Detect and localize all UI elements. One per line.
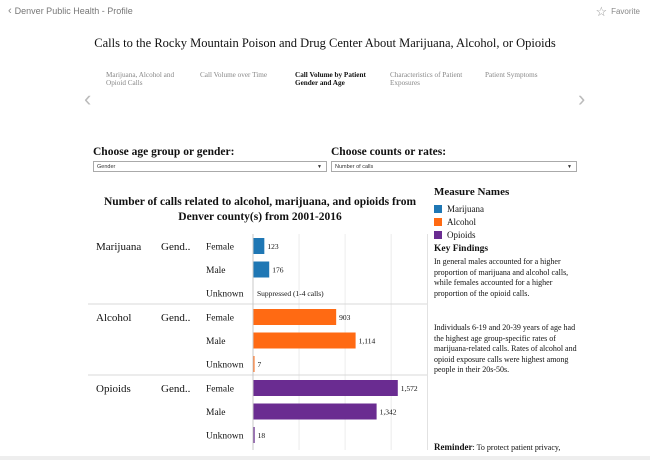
back-link[interactable]: ‹ Denver Public Health - Profile [8,5,133,17]
reminder-note: Reminder: To protect patient privacy, [434,442,560,452]
bar [253,403,377,420]
category-label: Female [206,243,234,253]
bar-value-label: 18 [258,431,266,440]
bar-value-label: 1,572 [401,384,418,393]
chevron-left-icon: ‹ [8,5,12,17]
category-label: Female [206,385,234,395]
category-label: Male [206,266,226,276]
legend-label: Alcohol [447,217,476,227]
tab-call-volume-time[interactable]: Call Volume over Time [200,71,268,79]
bar-chart: Marijuana Gend.. Female 123 Male 176 Unknown Su… [88,234,428,450]
bar [253,427,255,443]
star-icon: ☆ [595,4,608,19]
bar [253,356,255,372]
reminder-text: : To protect patient privacy, [472,443,561,452]
bar [253,238,265,254]
tab-overview[interactable]: Marijuana, Alcohol and Opioid Calls [106,71,175,87]
tab-exposures[interactable]: Characteristics of Patient Exposures [390,71,463,87]
dimension-label: Gend.. [161,312,191,324]
legend-swatch-alcohol [434,218,442,226]
bar-value-label: 1,342 [380,408,397,417]
prev-story-arrow[interactable]: ‹ [84,86,92,111]
reminder-label: Reminder [434,442,473,452]
chart-title: Number of calls related to alcohol, mari… [103,196,417,223]
counts-rates-select[interactable]: Number of calls ▼ [331,161,577,172]
category-label: Male [206,337,226,347]
chevron-down-icon: ▼ [567,164,572,170]
bar [253,261,270,278]
next-story-arrow[interactable]: › [578,86,586,111]
counts-rates-filter-label: Choose counts or rates: [331,146,447,158]
age-gender-filter-label: Choose age group or gender: [93,146,235,158]
key-findings-title: Key Findings [434,244,489,254]
bar-value-label: 903 [339,313,351,322]
favorite-button[interactable]: ☆ Favorite [595,4,640,20]
tab-gender-age[interactable]: Call Volume by Patient Gender and Age [295,71,366,87]
legend-item-opioids[interactable]: Opioids [434,230,476,240]
age-gender-select-value: Gender [97,164,116,170]
category-label: Male [206,408,226,418]
substance-label: Alcohol [96,312,131,324]
key-findings-paragraph: Individuals 6-19 and 20-39 years of age … [434,323,577,374]
legend-swatch-marijuana [434,205,442,213]
legend-label: Opioids [447,230,476,240]
age-gender-select[interactable]: Gender ▼ [93,161,327,172]
counts-rates-select-value: Number of calls [335,164,374,170]
category-label: Unknown [206,432,244,442]
legend-swatch-opioids [434,231,442,239]
dimension-label: Gend.. [161,241,191,253]
legend-item-alcohol[interactable]: Alcohol [434,217,476,227]
substance-label: Marijuana [96,241,141,253]
category-label: Female [206,314,234,324]
favorite-label: Favorite [611,7,640,16]
category-label: Unknown [206,290,244,300]
bar-value-label: 123 [267,242,279,251]
legend-title: Measure Names [434,186,510,198]
substance-label: Opioids [96,383,131,395]
bar-value-label: 7 [258,360,262,369]
bar [253,332,356,349]
dimension-label: Gend.. [161,383,191,395]
key-findings-paragraph: In general males accounted for a higher … [434,257,569,298]
legend-label: Marijuana [447,204,484,214]
chevron-down-icon: ▼ [317,164,322,170]
bar-value-label: 1,114 [359,337,376,346]
suppressed-label: Suppressed (1-4 calls) [257,289,324,298]
top-bar: ‹ Denver Public Health - Profile ☆ Favorit… [0,0,650,22]
category-label: Unknown [206,361,244,371]
bar-value-label: 176 [272,266,284,275]
bottom-scroll-edge [0,456,650,460]
bar [253,380,398,396]
legend-item-marijuana[interactable]: Marijuana [434,204,484,214]
back-link-label: Denver Public Health - Profile [14,6,133,16]
tab-symptoms[interactable]: Patient Symptoms [485,71,538,79]
bar [253,309,337,325]
dashboard-title: Calls to the Rocky Mountain Poison and D… [94,36,556,50]
